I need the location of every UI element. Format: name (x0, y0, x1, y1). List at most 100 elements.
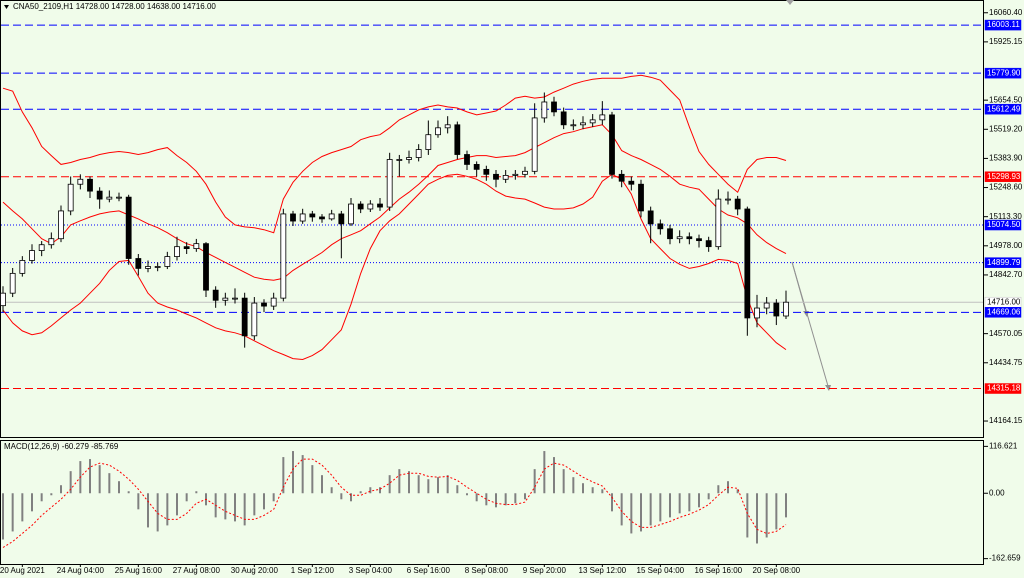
macd-bar (408, 471, 410, 494)
candle-body (96, 190, 103, 200)
macd-bar (775, 493, 778, 530)
level-label-box (984, 19, 1022, 31)
y-tick-label: 14434.75 (989, 358, 1023, 367)
candle-body (58, 210, 64, 240)
y-tick-label: 14164.15 (989, 416, 1023, 425)
level-label: 16003.11 (987, 20, 1020, 29)
candle-body (580, 122, 586, 126)
x-tick-label: 20 Aug 2021 (0, 566, 45, 575)
macd-bar (340, 493, 343, 500)
level-label-box (984, 103, 1022, 115)
candle-body (599, 114, 606, 121)
arrow-head (825, 385, 831, 391)
candle-body (338, 213, 345, 225)
y-tick-label: 14842.70 (989, 270, 1023, 279)
candle-body (367, 203, 374, 210)
macd-bar (118, 481, 120, 494)
macd-bar (582, 483, 584, 494)
macd-bar (553, 457, 555, 494)
macd-bar (292, 451, 294, 494)
macd-bar (166, 493, 169, 526)
candle-body (483, 168, 490, 175)
candle-body (763, 302, 770, 309)
macd-bar (640, 493, 642, 532)
macd-bar (649, 493, 652, 526)
x-tick-label: 25 Aug 16:00 (115, 566, 163, 575)
macd-bar (224, 493, 227, 520)
candle-body (222, 297, 229, 301)
candle-body (386, 159, 393, 208)
macd-bar (514, 493, 517, 504)
candle-body (522, 170, 528, 175)
macd-bar (108, 473, 111, 494)
candle-body (715, 198, 722, 248)
macd-bar (446, 475, 449, 494)
candle-body (48, 238, 55, 246)
candle-body (183, 246, 190, 250)
candle-body (19, 260, 26, 274)
macd-bar (659, 493, 662, 522)
macd-bar (369, 487, 372, 494)
candle-body (251, 302, 258, 337)
macd-bar (98, 465, 101, 494)
level-label: 14315.18 (987, 384, 1021, 393)
candle-body (193, 243, 200, 250)
candle-body (734, 198, 741, 210)
candle-body (425, 134, 432, 150)
candle-body (638, 183, 644, 212)
candle-body (135, 258, 142, 269)
x-tick-label: 1 Sep 12:00 (291, 566, 335, 575)
level-label-box (984, 257, 1022, 268)
candle-body (676, 236, 683, 240)
macd-bar (31, 493, 33, 512)
candle-body (628, 180, 635, 185)
candle-body (328, 213, 335, 220)
candle-body (464, 154, 470, 165)
macd-bar (698, 493, 700, 508)
macd-bar (746, 493, 749, 538)
x-tick-label: 15 Sep 04:00 (637, 566, 685, 575)
macd-bar (756, 493, 758, 544)
macd-bar (60, 485, 62, 494)
candle-body (570, 124, 577, 127)
macd-bar (427, 479, 430, 494)
candle-body (116, 196, 122, 199)
macd-bar (243, 493, 246, 526)
y-tick-label: 14978.00 (989, 241, 1023, 250)
macd-bar (388, 475, 391, 494)
level-label-box (984, 219, 1022, 231)
candle-body (696, 238, 702, 242)
macd-bar (524, 493, 526, 500)
band-middle (2, 124, 787, 281)
level-label: 15612.49 (987, 104, 1021, 113)
signal-line (2, 458, 787, 548)
macd-bar (253, 493, 256, 516)
candle-body (705, 240, 712, 248)
level-label: 15074.50 (987, 220, 1021, 229)
candle-body (125, 196, 132, 259)
candle-body (744, 208, 751, 319)
x-tick-label: 8 Sep 08:00 (465, 566, 509, 575)
macd-bar (350, 493, 352, 502)
candle-body (512, 173, 519, 176)
macd-bar (572, 477, 575, 494)
macd-bar (669, 493, 671, 518)
chart-title: CNA50_2109,H1 14728.00 14728.00 14638.00… (13, 2, 216, 11)
candle-body (299, 213, 306, 222)
macd-bar (330, 487, 333, 494)
level-label-box (984, 67, 1022, 79)
macd-bar (2, 493, 4, 540)
candle-body (241, 297, 248, 337)
x-tick-label: 30 Aug 20:00 (231, 566, 279, 575)
candle-body (261, 302, 267, 307)
y-tick-label: 15248.60 (989, 183, 1023, 192)
macd-bar (272, 493, 275, 502)
macd-bar (466, 493, 468, 496)
y-tick-label: 116.621 (989, 441, 1018, 450)
macd-bar (137, 493, 140, 510)
candle-body (531, 117, 538, 172)
level-label: 15298.93 (987, 172, 1021, 181)
candle-body (77, 178, 84, 185)
